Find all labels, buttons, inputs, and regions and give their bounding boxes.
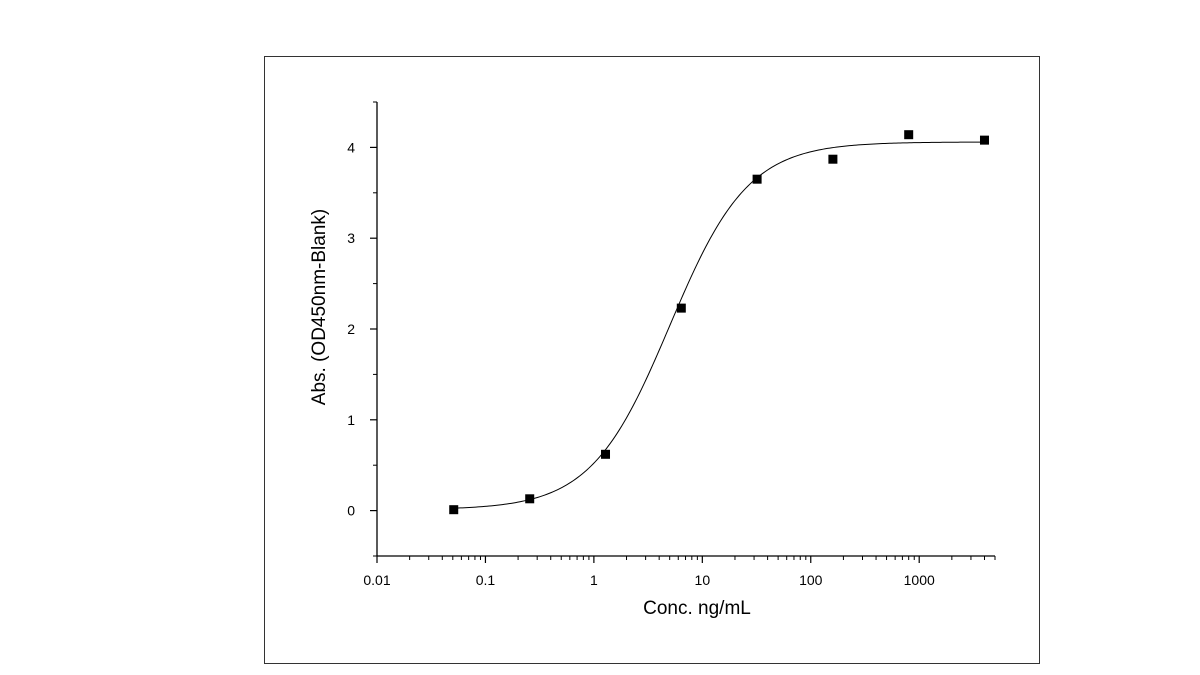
data-point <box>752 174 762 184</box>
x-tick-label: 1000 <box>904 572 935 588</box>
chart-axes: 0 1 2 3 4 0.01 0.1 1 10 100 1000 <box>347 101 996 588</box>
y-tick-label: 0 <box>347 503 355 519</box>
data-point <box>828 154 838 164</box>
y-tick-label: 4 <box>347 139 355 155</box>
x-tick-label: 0.01 <box>363 572 390 588</box>
data-point <box>979 135 989 145</box>
y-tick-label: 1 <box>347 412 355 428</box>
data-point <box>601 449 611 459</box>
x-tick-label: 10 <box>695 572 711 588</box>
y-tick-label: 2 <box>347 321 355 337</box>
data-point <box>904 130 914 140</box>
fit-curve-group <box>453 141 985 509</box>
data-points-group <box>449 130 989 515</box>
y-tick-label: 3 <box>347 230 355 246</box>
fit-curve <box>453 141 985 509</box>
x-tick-label: 100 <box>799 572 823 588</box>
data-point <box>676 303 686 313</box>
chart-frame: 0 1 2 3 4 0.01 0.1 1 10 100 1000 Conc. ng/mL Abs. … <box>264 56 1040 664</box>
x-tick-label: 1 <box>590 572 598 588</box>
y-axis-title: Abs. (OD450nm-Blank) <box>309 209 330 405</box>
data-point <box>449 505 459 515</box>
data-point <box>525 494 535 504</box>
chart-plot: 0 1 2 3 4 0.01 0.1 1 10 100 1000 Conc. ng/mL Abs. … <box>309 101 996 619</box>
x-tick-label: 0.1 <box>476 572 496 588</box>
x-axis-title: Conc. ng/mL <box>643 598 751 619</box>
